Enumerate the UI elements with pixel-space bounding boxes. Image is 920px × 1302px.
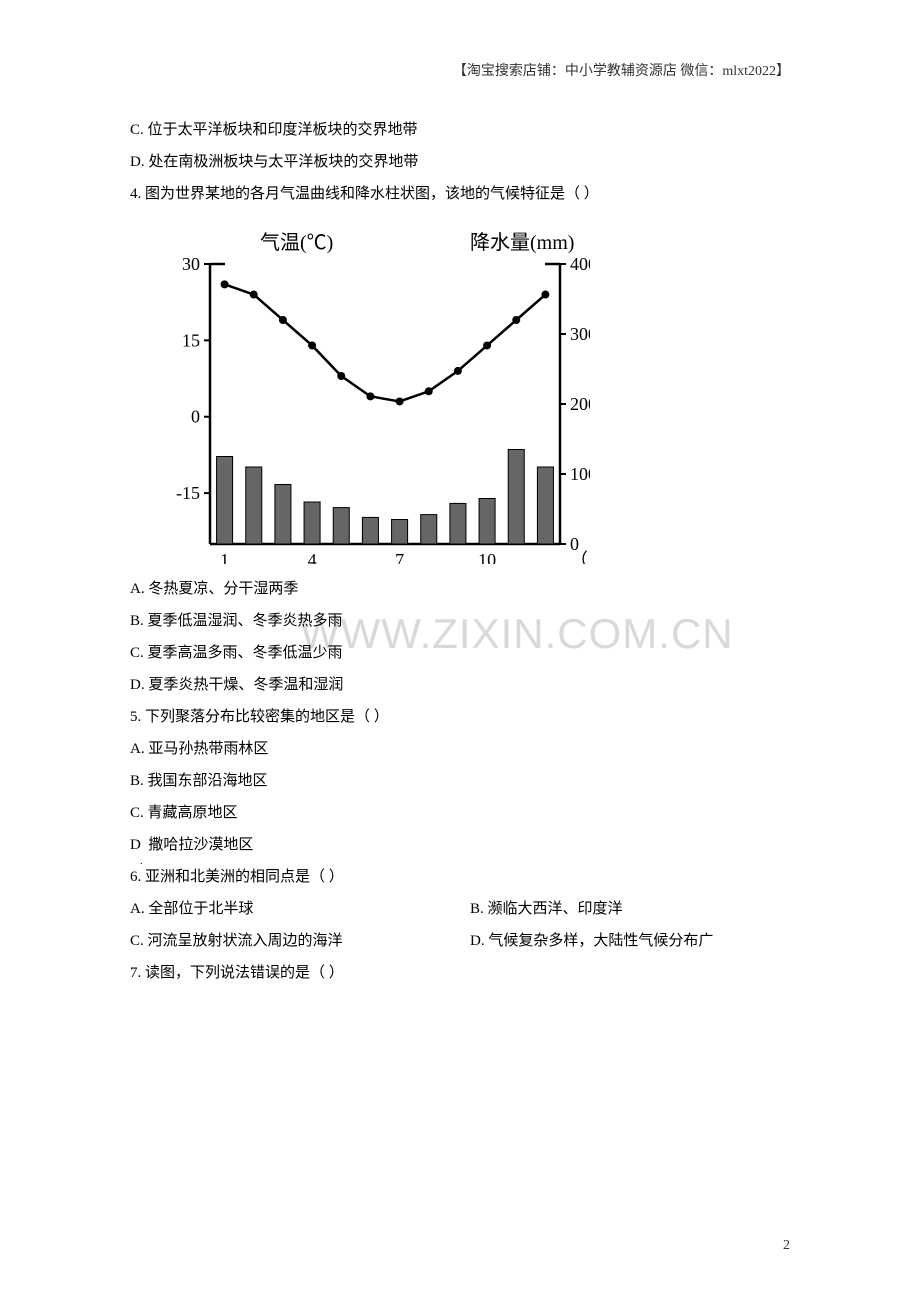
q6-row1: A. 全部位于北半球 B. 濒临大西洋、印度洋 xyxy=(130,894,810,926)
content-area: C. 位于太平洋板块和印度洋板块的交界地带 D. 处在南极洲板块与太平洋板块的交… xyxy=(130,115,790,990)
climate-chart: 气温(℃)降水量(mm)-1501530010020030040014710（月… xyxy=(140,224,590,564)
q5-d-dot: . xyxy=(140,852,143,872)
svg-text:300: 300 xyxy=(570,324,590,344)
q6-option-c: C. 河流呈放射状流入周边的海洋 xyxy=(130,926,470,956)
q6-option-a: A. 全部位于北半球 xyxy=(130,894,470,924)
chart-svg: 气温(℃)降水量(mm)-1501530010020030040014710（月… xyxy=(140,224,590,564)
q4-option-a: A. 冬热夏凉、分干湿两季 xyxy=(130,574,790,604)
q5-stem: 5. 下列聚落分布比较密集的地区是（ ） xyxy=(130,702,790,732)
q3-option-d: D. 处在南极洲板块与太平洋板块的交界地带 xyxy=(130,147,790,177)
svg-text:15: 15 xyxy=(182,330,200,350)
svg-text:降水量(mm): 降水量(mm) xyxy=(470,231,574,254)
q7-stem: 7. 读图，下列说法错误的是（ ） xyxy=(130,958,790,988)
q5-option-a: A. 亚马孙热带雨林区 xyxy=(130,734,790,764)
q6-option-d: D. 气候复杂多样，大陆性气候分布广 xyxy=(470,926,810,956)
svg-text:1: 1 xyxy=(220,550,229,564)
q5-d-text: 撒哈拉沙漠地区 xyxy=(148,837,253,853)
q6-option-b: B. 濒临大西洋、印度洋 xyxy=(470,894,810,924)
q4-option-b: B. 夏季低温湿润、冬季炎热多雨 xyxy=(130,606,790,636)
svg-text:100: 100 xyxy=(570,464,590,484)
svg-text:200: 200 xyxy=(570,394,590,414)
svg-text:0: 0 xyxy=(191,407,200,427)
q5-d-label: D xyxy=(130,837,141,853)
svg-text:（月）: （月） xyxy=(570,550,590,564)
svg-text:4: 4 xyxy=(308,550,317,564)
svg-text:400: 400 xyxy=(570,254,590,274)
page-number: 2 xyxy=(783,1238,790,1254)
svg-text:10: 10 xyxy=(478,550,496,564)
q4-option-c: C. 夏季高温多雨、冬季低温少雨 xyxy=(130,638,790,668)
page-header: 【淘宝搜索店铺：中小学教辅资源店 微信：mlxt2022】 xyxy=(453,60,790,80)
q5-option-b: B. 我国东部沿海地区 xyxy=(130,766,790,796)
q3-option-c: C. 位于太平洋板块和印度洋板块的交界地带 xyxy=(130,115,790,145)
svg-text:7: 7 xyxy=(395,550,404,564)
q6-stem: 6. 亚洲和北美洲的相同点是（ ） xyxy=(130,862,790,892)
q5-option-d: D . 撒哈拉沙漠地区 xyxy=(130,830,790,860)
q6-row2: C. 河流呈放射状流入周边的海洋 D. 气候复杂多样，大陆性气候分布广 xyxy=(130,926,810,958)
q4-stem: 4. 图为世界某地的各月气温曲线和降水柱状图，该地的气候特征是（ ） xyxy=(130,179,790,209)
q4-option-d: D. 夏季炎热干燥、冬季温和湿润 xyxy=(130,670,790,700)
svg-text:气温(℃): 气温(℃) xyxy=(260,231,333,254)
svg-text:-15: -15 xyxy=(176,483,200,503)
q5-option-c: C. 青藏高原地区 xyxy=(130,798,790,828)
svg-text:30: 30 xyxy=(182,254,200,274)
